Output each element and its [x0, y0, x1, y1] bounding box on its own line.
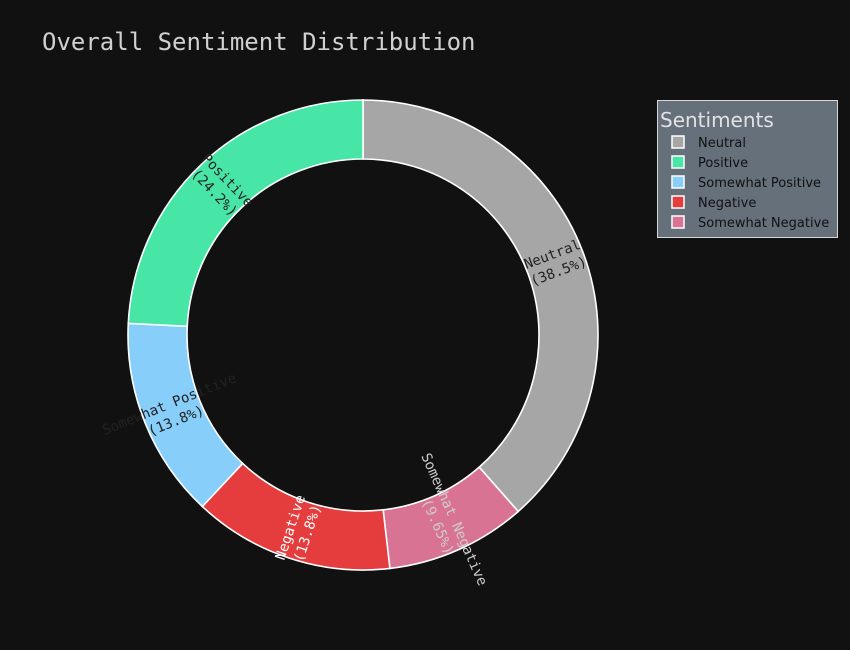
legend-swatch	[671, 195, 685, 209]
legend-item-somewhat-positive[interactable]: Somewhat Positive	[671, 175, 821, 191]
legend: Sentiments Neutral Positive Somewhat Posit…	[657, 100, 838, 238]
legend-swatch	[671, 175, 685, 189]
slice-neutral[interactable]	[362, 99, 599, 513]
slice-label-neutral: Neutral(38.5%)	[522, 237, 589, 290]
legend-label: Negative	[698, 196, 756, 211]
legend-item-negative[interactable]: Negative	[671, 195, 756, 211]
legend-swatch	[671, 215, 685, 229]
legend-label: Neutral	[698, 136, 746, 151]
legend-title: Sentiments	[660, 108, 774, 132]
legend-item-somewhat-negative[interactable]: Somewhat Negative	[671, 215, 829, 231]
legend-item-neutral[interactable]: Neutral	[671, 135, 746, 151]
donut-slices	[127, 99, 599, 571]
slice-positive[interactable]	[127, 99, 364, 328]
legend-label: Positive	[698, 156, 748, 171]
legend-item-positive[interactable]: Positive	[671, 155, 748, 171]
chart-title: Overall Sentiment Distribution	[42, 28, 475, 56]
legend-box	[657, 100, 838, 238]
legend-swatch	[671, 135, 685, 149]
legend-label: Somewhat Positive	[698, 176, 821, 191]
legend-swatch	[671, 155, 685, 169]
legend-label: Somewhat Negative	[698, 216, 829, 231]
